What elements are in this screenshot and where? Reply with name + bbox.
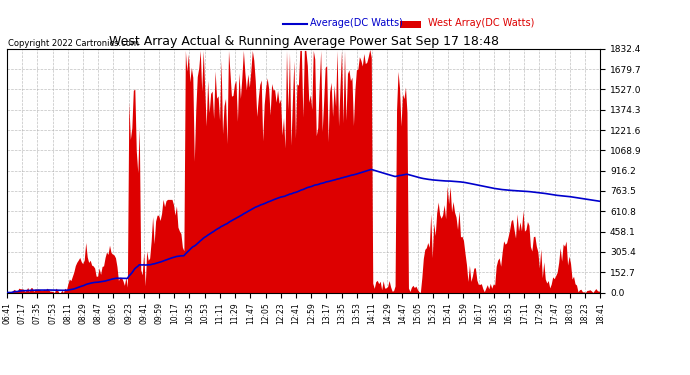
- Title: West Array Actual & Running Average Power Sat Sep 17 18:48: West Array Actual & Running Average Powe…: [108, 34, 499, 48]
- Text: West Array(DC Watts): West Array(DC Watts): [428, 18, 534, 28]
- Text: Copyright 2022 Cartronics.com: Copyright 2022 Cartronics.com: [8, 39, 139, 48]
- Text: Average(DC Watts): Average(DC Watts): [310, 18, 404, 28]
